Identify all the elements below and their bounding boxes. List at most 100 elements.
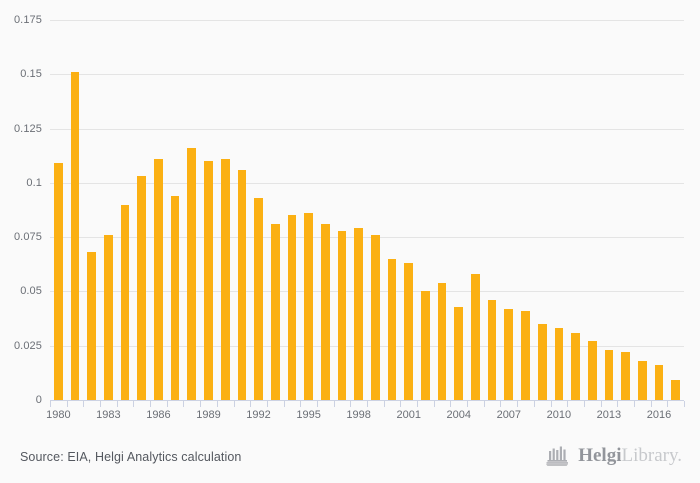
y-axis-tick-label: 0.15 (20, 68, 42, 81)
x-axis-tick-label: 1995 (296, 409, 321, 421)
bar[interactable] (104, 234, 113, 400)
y-axis-tick-label: 0 (35, 394, 42, 406)
y-axis-tick-label: 0.1 (26, 176, 42, 189)
y-axis-tick-label: 0.025 (13, 339, 42, 352)
x-axis-tick-label: 1986 (146, 409, 171, 421)
x-axis-tick (600, 401, 602, 407)
x-axis-tick (550, 401, 552, 407)
x-axis-tick (333, 401, 335, 407)
x-axis-tick (283, 401, 285, 407)
library-building-icon (546, 446, 569, 466)
x-axis-tick (66, 401, 68, 407)
x-axis-tick-label: 1980 (46, 409, 71, 421)
x-axis-tick-label: 2004 (446, 409, 471, 421)
gridline (50, 20, 684, 21)
source-note: Source: EIA, Helgi Analytics calculation (20, 450, 242, 464)
y-axis-tick-label: 0.075 (13, 231, 42, 244)
brand-secondary: Library (621, 444, 678, 466)
bar[interactable] (537, 324, 547, 400)
x-axis-tick (367, 401, 368, 407)
bar[interactable] (320, 224, 330, 400)
x-axis-tick-label: 2007 (496, 409, 522, 421)
x-axis-tick-label: 1992 (246, 409, 271, 421)
x-axis-tick (467, 401, 469, 407)
x-axis-tick (83, 401, 85, 407)
bar[interactable] (354, 228, 363, 400)
bar[interactable] (337, 230, 347, 400)
bar[interactable] (137, 176, 147, 400)
x-axis-tick-label: 1998 (346, 409, 371, 421)
x-axis-tick (500, 401, 502, 407)
bar[interactable] (54, 163, 63, 400)
bar[interactable] (304, 213, 313, 400)
x-axis-tick (200, 401, 202, 407)
plot-area (50, 20, 684, 401)
bar[interactable] (170, 195, 180, 400)
helgi-library-logo[interactable]: HelgiLibrary. (545, 444, 682, 466)
x-axis-tick (50, 401, 51, 407)
y-axis-tick-label: 0.175 (13, 14, 42, 26)
x-axis-tick (233, 401, 235, 407)
bar[interactable] (204, 161, 213, 400)
bar[interactable] (454, 306, 464, 400)
gridline (50, 74, 684, 76)
x-axis-tick (433, 401, 435, 407)
x-axis-tick (450, 401, 452, 407)
bar[interactable] (387, 258, 397, 400)
x-axis-tick (483, 401, 485, 407)
bar[interactable] (604, 350, 614, 400)
bar[interactable] (287, 215, 297, 400)
x-axis-tick (617, 401, 619, 407)
bar[interactable] (371, 234, 380, 400)
gridline (50, 291, 684, 293)
x-axis-tick (650, 401, 652, 407)
gridline (50, 345, 684, 347)
bar[interactable] (87, 252, 97, 400)
x-axis-tick-label: 2013 (596, 409, 622, 421)
brand-dot: . (677, 444, 682, 466)
bar[interactable] (270, 224, 280, 400)
bar[interactable] (637, 360, 647, 400)
bar[interactable] (504, 308, 514, 400)
x-axis-tick-label: 1989 (196, 409, 221, 421)
bar[interactable] (521, 310, 530, 400)
gridline (50, 182, 684, 184)
bar[interactable] (554, 328, 564, 400)
bar[interactable] (220, 158, 230, 400)
bar[interactable] (421, 291, 430, 400)
bar[interactable] (120, 204, 130, 400)
chart-footer: Source: EIA, Helgi Analytics calculation… (0, 432, 700, 483)
brand-primary: Helgi (578, 444, 622, 466)
bar[interactable] (154, 158, 163, 400)
bar[interactable] (654, 365, 664, 400)
bar[interactable] (471, 274, 480, 400)
x-axis-tick-label: 2010 (546, 409, 572, 421)
x-axis-tick (166, 401, 168, 407)
x-axis-tick (583, 401, 585, 407)
bar[interactable] (571, 332, 580, 400)
x-axis-tick (383, 401, 385, 407)
x-axis-tick (100, 401, 102, 407)
x-axis-tick (250, 401, 252, 407)
bar[interactable] (671, 380, 680, 400)
bar[interactable] (487, 300, 497, 400)
bar[interactable] (437, 282, 447, 400)
bar[interactable] (254, 198, 263, 400)
bar-series (50, 20, 684, 400)
bar[interactable] (587, 341, 597, 400)
x-axis-tick (684, 401, 685, 407)
gridline (50, 128, 684, 130)
x-axis-tick (667, 401, 669, 407)
x-axis-tick (316, 401, 318, 407)
bar[interactable] (621, 352, 630, 400)
bar[interactable] (187, 148, 197, 400)
bar[interactable] (237, 169, 247, 400)
x-axis-tick (533, 401, 535, 407)
bar[interactable] (70, 72, 80, 400)
x-axis-tick (300, 401, 302, 407)
x-axis-tick (417, 401, 419, 407)
x-axis-tick (150, 401, 152, 407)
x-axis: 1980 1983 1986 1989 1992 1995 1998 2001 2004 2007… (46, 400, 685, 421)
bar[interactable] (404, 263, 414, 400)
